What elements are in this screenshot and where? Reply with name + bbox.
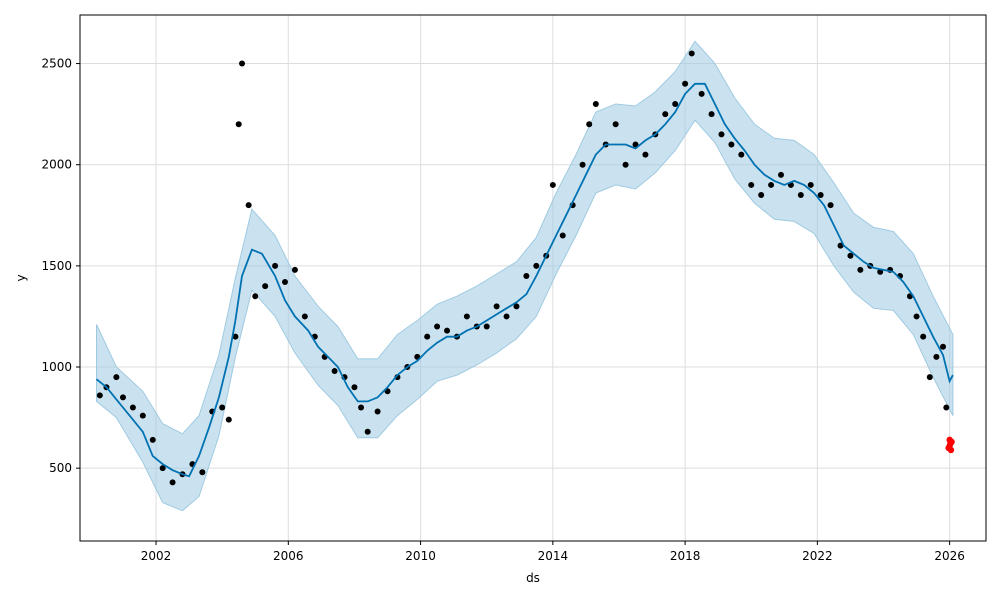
highlight-point — [948, 438, 955, 446]
observed-point — [364, 428, 371, 435]
observed-point — [642, 151, 649, 158]
observed-point — [913, 313, 920, 320]
observed-point — [232, 333, 239, 340]
observed-point — [272, 262, 279, 269]
x-axis-label: ds — [526, 571, 540, 585]
observed-point — [857, 266, 864, 273]
x-tick-label: 2026 — [934, 549, 965, 563]
observed-point — [169, 479, 176, 486]
observed-point — [159, 465, 166, 472]
y-axis-ticks: 500 1000 1500 2000 2500 — [41, 57, 80, 475]
observed-point — [282, 279, 289, 286]
observed-point — [503, 313, 510, 320]
observed-point — [493, 303, 500, 310]
observed-point — [351, 384, 358, 391]
observed-point — [579, 161, 586, 168]
observed-point — [943, 404, 950, 411]
x-tick-label: 2006 — [273, 549, 304, 563]
observed-point — [592, 101, 599, 108]
y-tick-label: 2000 — [41, 158, 72, 172]
observed-point — [149, 436, 156, 443]
observed-point — [688, 50, 695, 57]
observed-point — [672, 101, 679, 108]
observed-point — [331, 368, 338, 375]
observed-point — [513, 303, 520, 310]
observed-point — [632, 141, 639, 148]
observed-point — [682, 80, 689, 87]
observed-point — [291, 266, 298, 273]
observed-point — [434, 323, 441, 330]
observed-point — [940, 343, 947, 350]
observed-point — [718, 131, 725, 138]
observed-point — [926, 374, 933, 381]
forecast-path — [95, 82, 954, 478]
observed-point — [549, 181, 556, 188]
observed-point — [807, 181, 814, 188]
observed-point — [708, 111, 715, 118]
x-tick-label: 2002 — [141, 549, 172, 563]
x-tick-label: 2022 — [802, 549, 833, 563]
observed-point — [533, 262, 540, 269]
observed-point — [920, 333, 927, 340]
observed-point — [119, 394, 126, 401]
y-tick-label: 1500 — [41, 259, 72, 273]
observed-point — [113, 374, 120, 381]
observed-point — [777, 171, 784, 178]
observed-point — [424, 333, 431, 340]
observed-point — [374, 408, 381, 415]
observed-point — [738, 151, 745, 158]
observed-point — [612, 121, 619, 128]
observed-point — [245, 202, 252, 209]
observed-point — [662, 111, 669, 118]
observed-point — [559, 232, 566, 239]
x-tick-label: 2018 — [670, 549, 701, 563]
highlight-point — [947, 446, 955, 454]
observed-point — [463, 313, 470, 320]
observed-point — [301, 313, 308, 320]
x-tick-label: 2010 — [405, 549, 436, 563]
observed-point — [252, 293, 259, 300]
observed-point — [817, 192, 824, 199]
observed-point — [586, 121, 593, 128]
observed-point — [444, 327, 451, 334]
observed-point — [96, 392, 103, 399]
observed-point — [235, 121, 242, 128]
observed-point — [622, 161, 629, 168]
observed-point — [239, 60, 246, 67]
x-axis-ticks: 2002 2006 2010 2014 2018 2022 2026 — [141, 541, 965, 563]
y-tick-label: 500 — [49, 461, 72, 475]
y-tick-label: 1000 — [41, 360, 72, 374]
observed-point — [797, 192, 804, 199]
observed-point — [139, 412, 146, 419]
observed-point — [129, 404, 136, 411]
observed-point — [523, 272, 530, 279]
observed-point — [768, 181, 775, 188]
observed-point — [225, 416, 232, 423]
observed-point — [262, 283, 269, 290]
observed-point — [698, 90, 705, 97]
observed-point — [358, 404, 365, 411]
observed-point — [219, 404, 226, 411]
y-axis-label: y — [14, 274, 28, 281]
observed-point — [933, 353, 940, 360]
highlight-points — [945, 436, 955, 454]
plot-frame — [79, 14, 987, 542]
observed-point — [758, 192, 765, 199]
observed-point — [837, 242, 844, 249]
forecast-line — [95, 82, 954, 478]
observed-point — [748, 181, 755, 188]
observed-point — [199, 469, 206, 476]
y-tick-label: 2500 — [41, 57, 72, 71]
observed-point — [847, 252, 854, 259]
x-tick-label: 2014 — [538, 549, 569, 563]
observed-point — [728, 141, 735, 148]
observed-point — [827, 202, 834, 209]
observed-point — [483, 323, 490, 330]
